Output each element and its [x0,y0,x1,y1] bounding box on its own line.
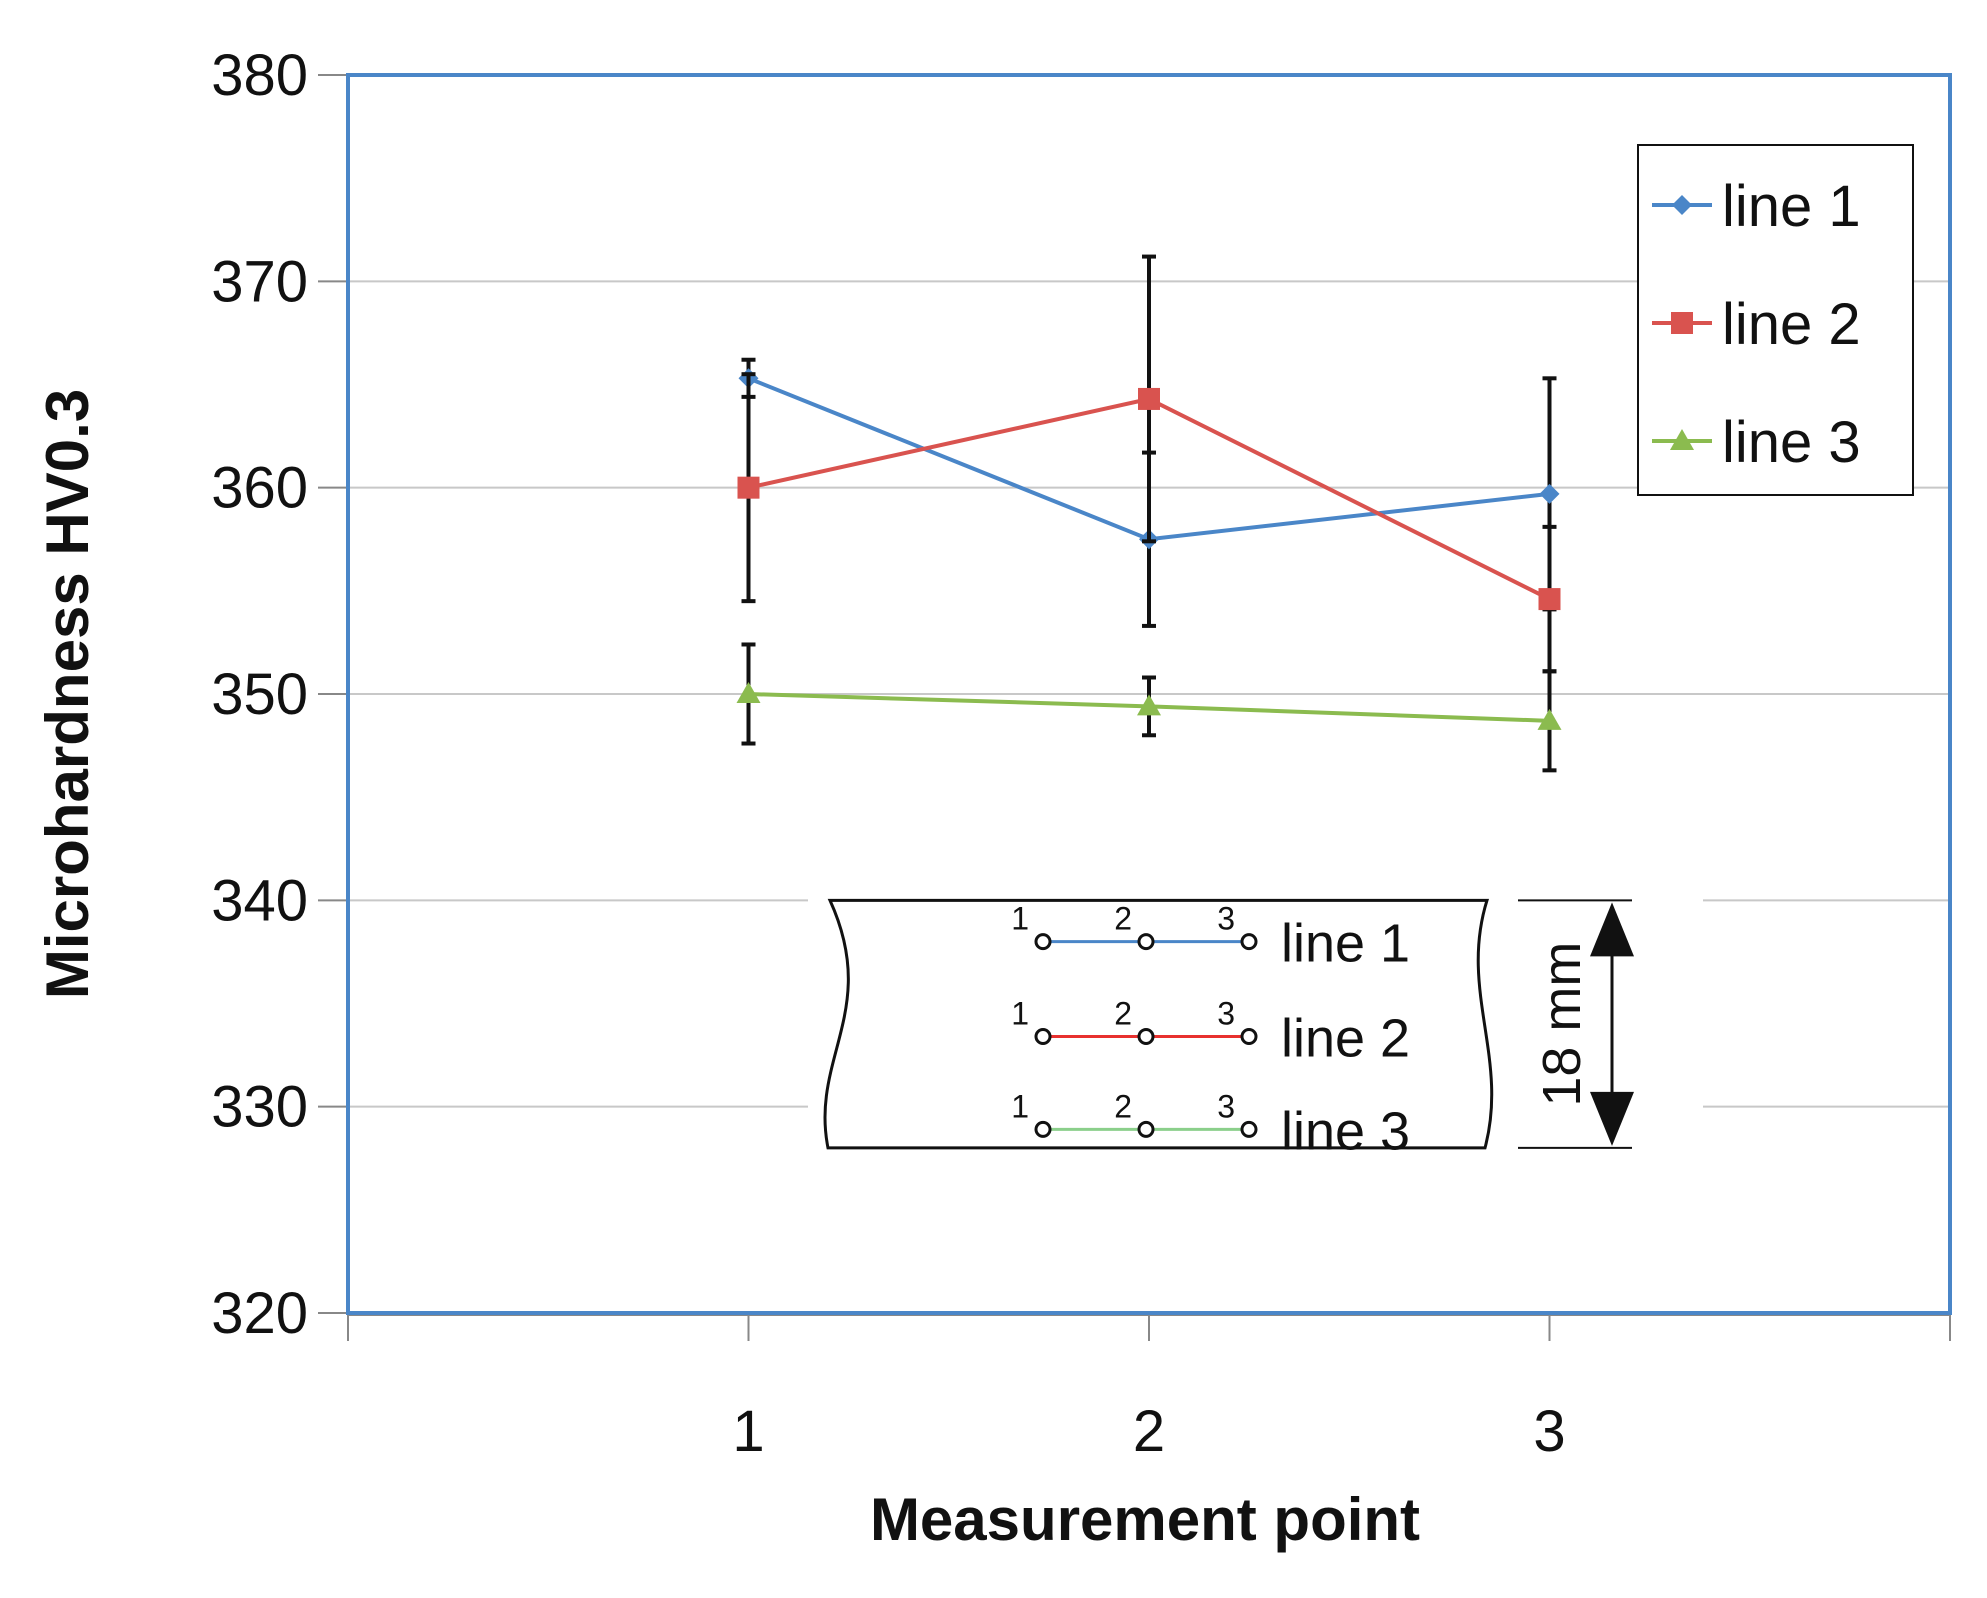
inset-line-label: line 3 [1281,1101,1410,1161]
x-axis-title: Measurement point [870,1486,1420,1553]
data-point [1671,312,1693,334]
inset-point-label: 1 [1011,996,1029,1032]
inset-point [1240,1120,1258,1138]
legend-label: line 2 [1722,292,1861,357]
legend-entry: line 2 [1652,292,1861,357]
series-3 [736,642,1562,773]
y-tick-label: 360 [211,456,308,521]
y-tick-label: 340 [211,868,308,933]
inset-point-label: 2 [1114,901,1132,937]
y-axis-title: Microhardness HV0.3 [34,389,101,999]
inset-point [1034,1028,1052,1046]
data-point [1537,708,1562,730]
y-tick-label: 380 [211,43,308,108]
inset-point [1137,1120,1155,1138]
data-point [1538,588,1561,611]
data-point [1670,429,1694,450]
inset-line-label: line 1 [1281,914,1410,974]
inset-point [1137,933,1155,951]
legend: line 1 line 2 line 3 [1637,144,1914,496]
inset-point [1034,933,1052,951]
specimen-outline [823,898,1494,1150]
plot-area-border [346,73,1952,1315]
legend-entry: line 1 [1652,174,1861,239]
series-layer [736,254,1562,773]
x-axis-ticks: 1 2 3 [732,1399,1565,1464]
data-point [1539,483,1560,504]
legend-entry: line 3 [1652,410,1861,475]
y-axis-ticks: 320 330 340 350 360 370 380 [211,43,348,1346]
inset-point-label: 1 [1011,901,1029,937]
dimension-arrow-down [1590,1091,1634,1146]
dimension-arrow-up [1590,902,1634,957]
x-tick-label: 1 [732,1399,764,1464]
x-tick-label: 2 [1133,1399,1165,1464]
data-point [1138,387,1160,410]
data-point [1672,195,1692,215]
series-2 [737,254,1561,674]
inset-line-label: line 2 [1281,1009,1410,1069]
inset-point [1137,1028,1155,1046]
inset-point-label: 3 [1217,1088,1235,1124]
inset-point-label: 1 [1011,1088,1029,1124]
dimension-label: 18 mm [1532,942,1592,1107]
y-tick-label: 370 [211,249,308,314]
x-axis [347,1313,1951,1341]
x-tick-label: 3 [1533,1399,1565,1464]
data-point [1137,694,1161,716]
inset-point-label: 3 [1217,901,1235,937]
y-tick-label: 320 [211,1281,308,1346]
inset-point [1240,933,1258,951]
inset-point [1034,1120,1052,1138]
inset-point-label: 2 [1114,1088,1132,1124]
specimen-inset: 1 2 3 line 1 1 2 3 line 2 1 2 3 line 3 18 mm [808,898,1703,1161]
inset-point-label: 2 [1114,996,1132,1032]
data-point [736,682,761,703]
data-point [737,476,760,499]
inset-point-label: 3 [1217,996,1235,1032]
inset-point [1240,1028,1258,1046]
legend-label: line 1 [1722,174,1861,239]
legend-label: line 3 [1722,410,1861,475]
y-tick-label: 350 [211,662,308,727]
y-tick-label: 330 [211,1075,308,1140]
